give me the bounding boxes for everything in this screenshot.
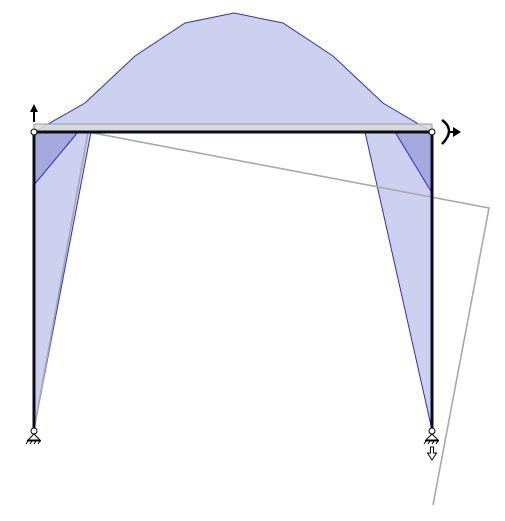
support-left [25,427,42,445]
arrow-up-icon [30,104,38,122]
deformed-shape [33,131,490,506]
curved-arrow-icon [441,118,461,145]
moment-diagram-beam [32,12,434,133]
joint-top-right [428,128,436,136]
frame-members [32,130,434,431]
joint-top-left [30,128,38,136]
arrow-down-outline-icon [426,446,438,461]
support-right [423,427,440,445]
